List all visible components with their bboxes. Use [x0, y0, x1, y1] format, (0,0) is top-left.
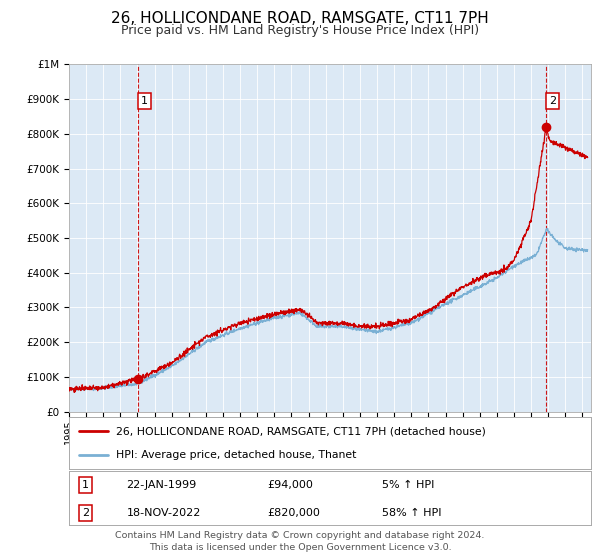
Text: HPI: Average price, detached house, Thanet: HPI: Average price, detached house, Than… [116, 450, 356, 460]
Text: 58% ↑ HPI: 58% ↑ HPI [382, 508, 442, 518]
Text: 18-NOV-2022: 18-NOV-2022 [127, 508, 201, 518]
Text: 5% ↑ HPI: 5% ↑ HPI [382, 480, 434, 490]
Text: 2: 2 [549, 96, 556, 106]
Text: 2: 2 [82, 508, 89, 518]
Text: 1: 1 [141, 96, 148, 106]
Text: 22-JAN-1999: 22-JAN-1999 [127, 480, 197, 490]
Text: 26, HOLLICONDANE ROAD, RAMSGATE, CT11 7PH (detached house): 26, HOLLICONDANE ROAD, RAMSGATE, CT11 7P… [116, 426, 486, 436]
Text: 1: 1 [82, 480, 89, 490]
Text: £94,000: £94,000 [268, 480, 313, 490]
Text: Price paid vs. HM Land Registry's House Price Index (HPI): Price paid vs. HM Land Registry's House … [121, 24, 479, 36]
Text: 26, HOLLICONDANE ROAD, RAMSGATE, CT11 7PH: 26, HOLLICONDANE ROAD, RAMSGATE, CT11 7P… [111, 11, 489, 26]
Text: Contains HM Land Registry data © Crown copyright and database right 2024.
This d: Contains HM Land Registry data © Crown c… [115, 531, 485, 552]
Text: £820,000: £820,000 [268, 508, 320, 518]
